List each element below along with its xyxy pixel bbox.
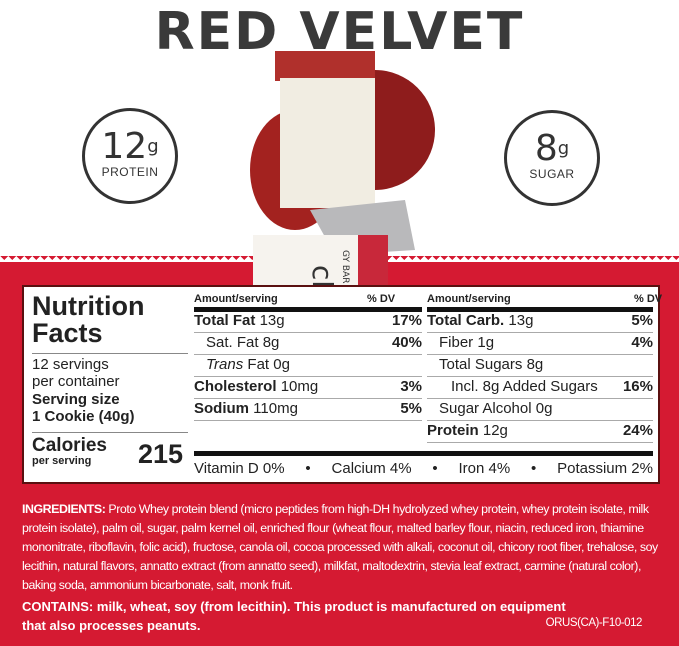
- nutrient-name: Sat. Fat: [206, 334, 259, 351]
- nutrition-facts-panel: Nutrition Facts 12 servings per containe…: [22, 285, 663, 484]
- calories-sub: per serving: [32, 455, 92, 467]
- protein-badge: 12g PROTEIN: [82, 108, 178, 204]
- calories-label: Calories: [32, 435, 107, 456]
- sugar-badge: 8g SUGAR: [504, 110, 600, 206]
- ingredients-label: INGREDIENTS:: [22, 502, 106, 516]
- nutrient-row: Incl. 8g Added Sugars: [451, 378, 598, 395]
- row-divider: [194, 398, 422, 399]
- nutrient-row: Sat. Fat 8g: [206, 334, 279, 351]
- nutrient-row: Trans Fat 0g: [206, 356, 290, 373]
- nutrient-name: Protein: [427, 422, 479, 439]
- nutrient-dv: 5%: [631, 312, 653, 329]
- nutrient-amount: 12g: [482, 422, 508, 439]
- contains-label: CONTAINS:: [22, 599, 94, 614]
- nutrient-row: Sugar Alcohol 0g: [439, 400, 552, 417]
- nutrient-amount: Fat 0g: [247, 356, 290, 373]
- row-divider: [194, 376, 422, 377]
- row-divider: [427, 376, 653, 377]
- row-divider: [427, 398, 653, 399]
- nutrient-row: Total Sugars 8g: [439, 356, 543, 373]
- nutrient-row: Total Fat 13g: [194, 312, 285, 329]
- nutrient-dv: 40%: [391, 334, 422, 351]
- row-divider: [194, 332, 422, 333]
- bullet: •: [531, 460, 537, 477]
- sugar-label: SUGAR: [529, 167, 575, 181]
- ingredients-list: Proto Whey protein blend (micro peptides…: [22, 502, 658, 592]
- nutrient-row: Cholesterol 10mg: [194, 378, 318, 395]
- nutrition-heading-1: Nutrition: [32, 291, 145, 321]
- vitamins-row: Vitamin D 0% • Calcium 4% • Iron 4% • Potas…: [194, 460, 653, 477]
- nutrition-heading-2: Facts: [32, 318, 103, 348]
- product-code: ORUS(CA)-F10-012: [545, 617, 643, 629]
- potassium: Potassium 2%: [557, 460, 653, 477]
- left-amount-header: Amount/serving: [194, 293, 278, 305]
- nutrient-name: Sugar Alcohol: [439, 400, 532, 417]
- nutrient-amount: 10mg: [280, 378, 319, 395]
- row-divider: [427, 354, 653, 355]
- serving-size-value: 1 Cookie (40g): [32, 408, 135, 425]
- calories-value: 215: [138, 439, 184, 469]
- nutrient-name: Fiber: [439, 334, 474, 351]
- nutrient-dv: 4%: [631, 334, 653, 351]
- calcium: Calcium 4%: [331, 460, 412, 477]
- nutrient-amount: 13g: [259, 312, 285, 329]
- contains-text: milk, wheat, soy (from lecithin). This p…: [22, 599, 566, 633]
- servings-line-1: 12 servings: [32, 356, 109, 373]
- package-brand: ch: [306, 265, 339, 285]
- left-dv-header: % DV: [367, 293, 396, 305]
- nutrient-name: Sodium: [194, 400, 249, 417]
- nutrient-dv: 24%: [622, 422, 653, 439]
- row-divider: [427, 420, 653, 421]
- nutrient-amount: 8g: [262, 334, 280, 351]
- nutrient-amount: 13g: [508, 312, 534, 329]
- serving-size-label: Serving size: [32, 391, 120, 408]
- row-divider: [194, 354, 422, 355]
- sugar-value: 8: [534, 128, 558, 169]
- nutrient-name: Total Sugars: [439, 356, 523, 373]
- nutrient-name: Total Carb.: [427, 312, 505, 329]
- nutrient-row: Fiber 1g: [439, 334, 494, 351]
- protein-label: PROTEIN: [101, 165, 159, 179]
- nutrient-amount: 1g: [477, 334, 495, 351]
- nutrient-dv: 16%: [622, 378, 653, 395]
- bullet: •: [432, 460, 438, 477]
- row-divider: [427, 442, 653, 443]
- product-image: ch GY BAR: [225, 50, 450, 298]
- nutrient-row: Total Carb. 13g: [427, 312, 533, 329]
- ingredients-text: INGREDIENTS: Proto Whey protein blend (m…: [22, 500, 662, 635]
- nutrient-dv: 3%: [400, 378, 422, 395]
- nutrient-row: Protein 12g: [427, 422, 508, 439]
- nutrient-amount: 110mg: [253, 400, 298, 417]
- vitamin-d: Vitamin D 0%: [194, 460, 285, 477]
- bullet: •: [305, 460, 311, 477]
- protein-unit: g: [147, 136, 159, 157]
- nutrient-name: Incl. 8g Added Sugars: [451, 378, 598, 395]
- protein-value: 12: [101, 126, 148, 167]
- servings-line-2: per container: [32, 373, 120, 390]
- nutrient-row: Sodium 110mg: [194, 400, 298, 417]
- nutrient-amount: 8g: [526, 356, 544, 373]
- package-subtitle: GY BAR: [340, 250, 350, 283]
- row-divider: [427, 332, 653, 333]
- right-dv-header: % DV: [634, 293, 663, 305]
- nutrient-dv: 5%: [400, 400, 422, 417]
- row-divider: [194, 420, 422, 421]
- nutrient-amount: 0g: [535, 400, 553, 417]
- sugar-unit: g: [557, 138, 570, 159]
- iron: Iron 4%: [458, 460, 511, 477]
- nutrient-dv: 17%: [391, 312, 422, 329]
- nutrient-name: Cholesterol: [194, 378, 277, 395]
- nutrient-name: Trans: [206, 356, 244, 373]
- right-amount-header: Amount/serving: [427, 293, 511, 305]
- nutrient-name: Total Fat: [194, 312, 256, 329]
